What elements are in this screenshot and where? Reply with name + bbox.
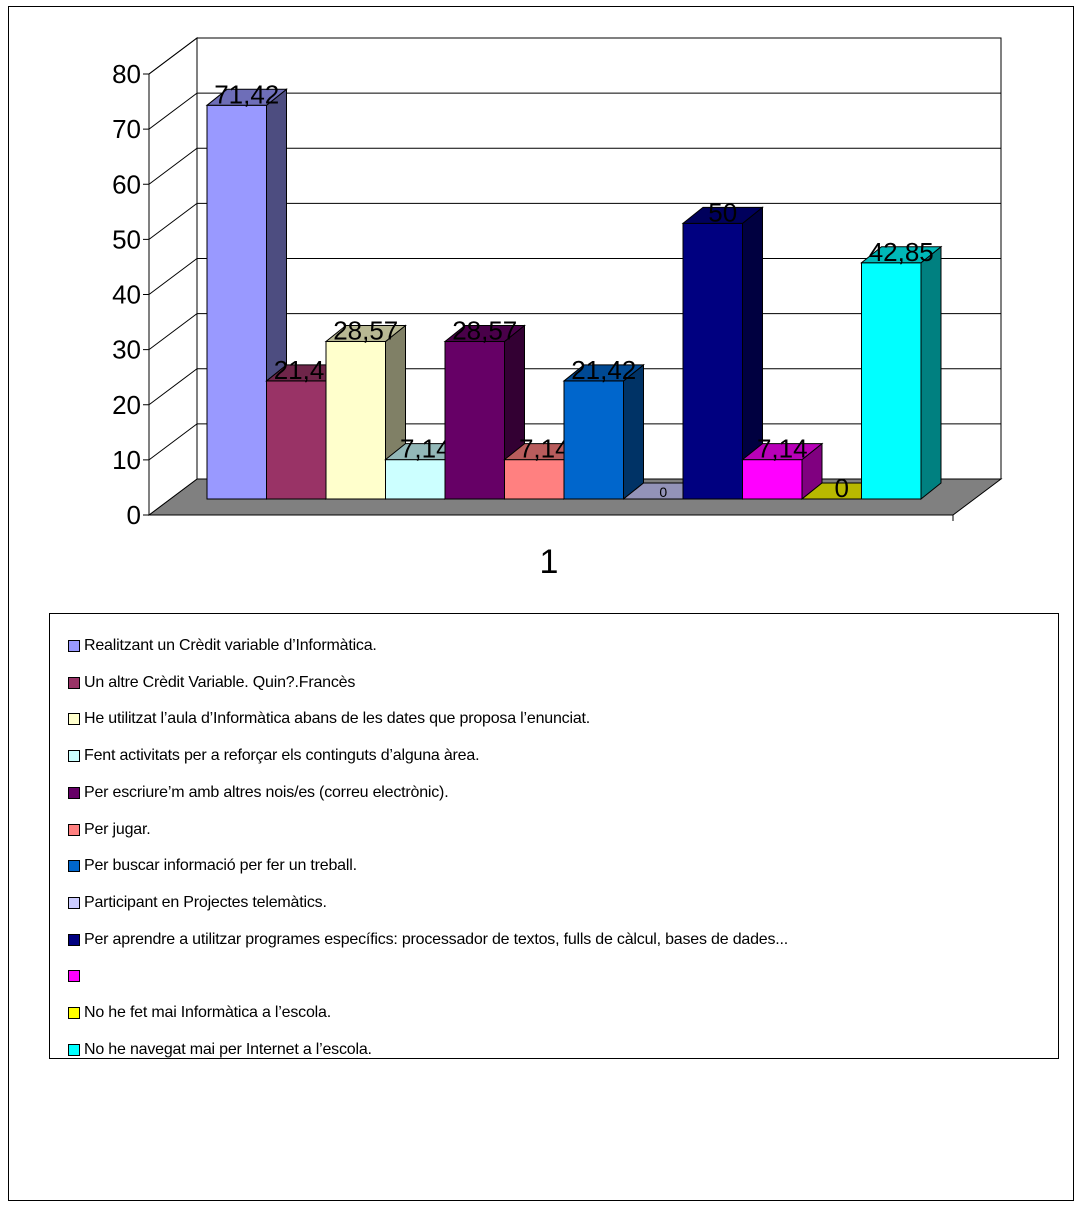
bar-top	[741, 443, 824, 461]
bar-front	[504, 459, 565, 500]
gridline-side	[148, 423, 198, 461]
legend-swatch	[68, 970, 80, 983]
legend-label: Per escriure’m amb altres nois/es (corre…	[84, 783, 449, 801]
data-label: 7,14	[757, 434, 808, 464]
legend-label: Per jugar.	[84, 820, 151, 838]
y-tick-label: 80	[112, 59, 141, 89]
legend-label: He utilitzat l’aula d’Informàtica abans …	[84, 710, 591, 728]
legend-item: Un altre Crèdit Variable. Quin?.Francès	[68, 673, 355, 693]
y-tick-label: 40	[112, 280, 141, 310]
gridline-side	[148, 147, 198, 185]
legend-label: No he fet mai Informàtica a l’escola.	[84, 1004, 331, 1021]
legend-label: No he navegat mai per Internet a l’escol…	[84, 1040, 372, 1058]
legend-swatch	[68, 933, 80, 946]
bar-top	[324, 325, 407, 343]
legend-label: Participant en Projectes telemàtics.	[84, 893, 327, 911]
gridline-side	[148, 258, 198, 295]
legend-item: Per aprendre a utilitzar programes espec…	[68, 930, 788, 950]
data-label: 50	[708, 197, 737, 227]
legend-label: Per buscar informació per fer un treball…	[84, 857, 357, 875]
bar-front	[444, 341, 505, 500]
bar-front	[563, 380, 624, 500]
bar-top	[860, 246, 943, 264]
data-label: 28,57	[452, 316, 517, 346]
bar-front	[266, 380, 327, 500]
legend-item: Fent activitats per a reforçar els conti…	[68, 746, 480, 766]
legend-item: He utilitzat l’aula d’Informàtica abans …	[68, 709, 590, 729]
bar-front	[206, 104, 267, 500]
legend-swatch	[68, 750, 80, 763]
legend-item: Realitzant un Crèdit variable d’Informàt…	[68, 636, 377, 656]
y-tick-label: 10	[112, 445, 141, 475]
bar-front	[325, 341, 386, 500]
y-tick-label: 50	[112, 224, 141, 254]
legend-swatch	[68, 1043, 80, 1056]
data-label: 42,85	[869, 237, 934, 267]
bar-top	[443, 325, 526, 343]
legend-swatch	[68, 786, 80, 799]
legend-item: Per escriure’m amb altres nois/es (corre…	[68, 783, 449, 803]
legend-item: No he fet mai Informàtica a l’escola.	[68, 1003, 331, 1023]
data-label: 7,14	[400, 434, 451, 464]
legend-swatch	[68, 823, 80, 836]
legend-item	[68, 966, 84, 986]
legend-item: No he navegat mai per Internet a l’escol…	[68, 1040, 372, 1060]
legend-swatch	[68, 640, 80, 652]
chart-frame: 0 10 20 30 40 50 60 70 80 71,42 21,42 28,57 7,14 28,5…	[8, 6, 1074, 1201]
y-tick-label: 70	[112, 114, 141, 144]
bar-front	[682, 222, 743, 500]
legend-item: Per jugar.	[68, 820, 151, 840]
bar-chart-3d: 0102030405060708071,4221,4228,577,1428,5…	[112, 37, 1003, 581]
x-tick-label: 1	[540, 543, 559, 581]
legend-swatch	[68, 713, 80, 726]
gridline-side	[148, 92, 198, 130]
chart-legend: Realitzant un Crèdit variable d’Informàt…	[49, 613, 1059, 1059]
legend-item: Per buscar informació per fer un treball…	[68, 856, 357, 876]
bar-front	[385, 459, 446, 500]
data-label: 21,42	[571, 355, 636, 385]
data-label: 28,57	[333, 316, 398, 346]
bar-front	[742, 459, 803, 500]
legend-swatch	[68, 676, 80, 689]
bar-top	[205, 88, 288, 106]
bar-side	[920, 245, 942, 501]
data-label: 71,42	[214, 79, 279, 109]
gridline-side	[148, 313, 198, 351]
data-label: 0	[659, 484, 667, 500]
legend-label: Un altre Crèdit Variable. Quin?.Francès	[84, 673, 356, 691]
bar-side	[623, 363, 644, 501]
bar-top	[681, 206, 764, 224]
legend-label: Realitzant un Crèdit variable d’Informàt…	[84, 637, 377, 654]
bar-top	[562, 364, 645, 382]
data-label: 7,14	[519, 434, 570, 464]
gridline-side	[148, 37, 198, 75]
data-label: 0	[835, 473, 849, 503]
y-tick-label: 0	[127, 500, 141, 530]
gridline-side	[148, 202, 198, 240]
y-tick-label: 20	[112, 390, 141, 420]
legend-label: Per aprendre a utilitzar programes espec…	[84, 930, 789, 948]
legend-item: Participant en Projectes telemàtics.	[68, 893, 327, 913]
legend-swatch	[68, 1007, 80, 1019]
bar-front	[861, 262, 922, 500]
legend-swatch	[68, 896, 80, 909]
y-tick-label: 60	[112, 169, 141, 199]
y-tick-label: 30	[112, 335, 141, 365]
gridline-side	[148, 368, 198, 406]
legend-label: Fent activitats per a reforçar els conti…	[84, 747, 480, 765]
legend-swatch	[68, 860, 80, 873]
